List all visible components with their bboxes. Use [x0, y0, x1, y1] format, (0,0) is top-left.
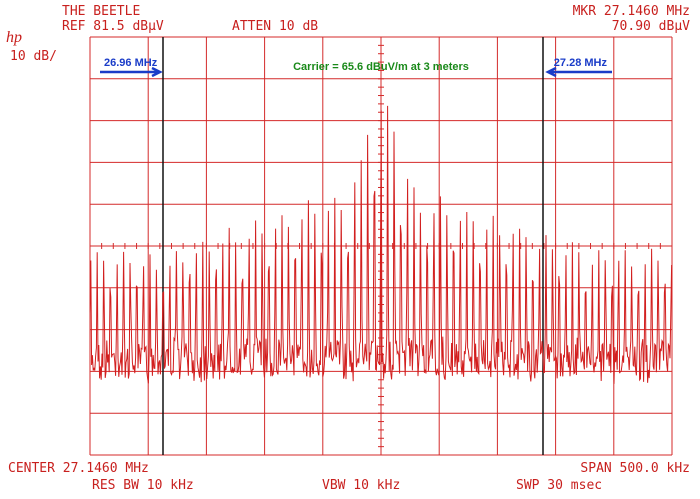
sweep-time: SWP 30 msec — [516, 478, 602, 493]
attenuation: ATTEN 10 dB — [232, 19, 318, 34]
logo: hp — [6, 29, 22, 46]
carrier-annotation: Carrier = 65.6 dBuV/m at 3 meters — [293, 61, 469, 73]
center-frequency: CENTER 27.1460 MHz — [8, 461, 149, 476]
reference-level: REF 81.5 dBµV — [62, 19, 164, 34]
left-marker-label: 26.96 MHz — [104, 57, 158, 69]
arrow — [545, 66, 612, 78]
resolution-bandwidth: RES BW 10 kHz — [92, 478, 194, 493]
video-bandwidth: VBW 10 kHz — [322, 478, 400, 493]
spectrum-trace — [89, 105, 673, 384]
marker-frequency: MKR 27.1460 MHz — [573, 4, 690, 19]
span: SPAN 500.0 kHz — [580, 461, 690, 476]
arrow — [100, 66, 163, 78]
right-marker-label: 27.28 MHz — [554, 57, 608, 69]
scale: 10 dB/ — [10, 49, 57, 64]
title: THE BEETLE — [62, 4, 140, 19]
marker-level: 70.90 dBµV — [612, 19, 690, 34]
